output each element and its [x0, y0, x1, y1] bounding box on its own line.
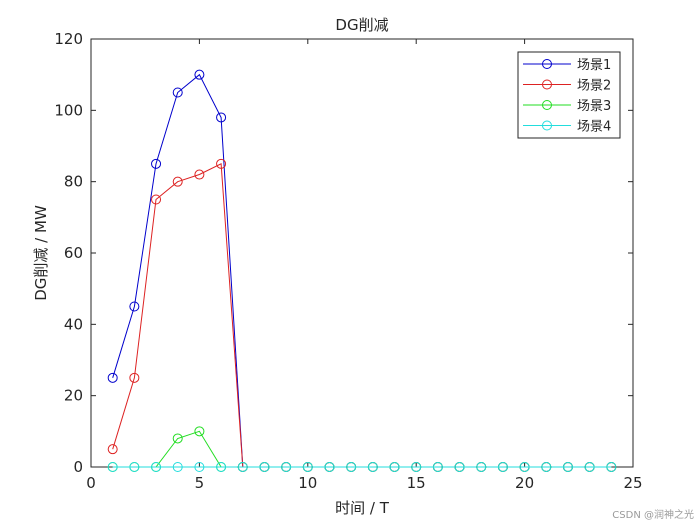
x-axis-label: 时间 / T [335, 499, 390, 517]
data-point-series-4 [389, 462, 400, 472]
data-point-series-1 [107, 372, 118, 383]
data-point-series-4 [562, 462, 573, 472]
legend-label-1: 场景1 [577, 58, 611, 73]
data-point-series-4 [151, 462, 162, 472]
x-tick-label: 25 [623, 474, 642, 492]
watermark: CSDN @润神之光 [612, 510, 694, 521]
data-point-series-4 [584, 462, 595, 472]
data-point-series-1 [151, 158, 162, 169]
data-point-series-2 [151, 194, 162, 205]
data-point-series-4 [302, 462, 313, 472]
data-point-series-4 [129, 462, 140, 472]
data-point-series-4 [194, 462, 205, 472]
data-point-series-1 [172, 87, 183, 98]
legend-label-3: 场景3 [577, 99, 611, 114]
legend-box [517, 51, 621, 139]
data-point-series-4 [476, 462, 487, 472]
legend-marker-2 [542, 79, 552, 90]
data-point-series-4 [281, 462, 292, 472]
chart-title: DG削减 [335, 16, 388, 34]
x-tick-label: 5 [195, 474, 205, 492]
data-point-series-2 [216, 158, 227, 169]
data-point-series-4 [216, 462, 227, 472]
data-point-series-4 [519, 462, 530, 472]
x-tick-label: 15 [407, 474, 426, 492]
y-tick-label: 60 [64, 244, 83, 262]
x-tick-label: 0 [86, 474, 96, 492]
data-point-series-2 [107, 444, 118, 455]
data-point-series-1 [216, 112, 227, 123]
data-point-series-2 [172, 176, 183, 187]
y-tick-label: 100 [54, 101, 83, 119]
x-tick-label: 20 [515, 474, 534, 492]
data-point-series-3 [172, 433, 183, 444]
series-markers [107, 69, 617, 472]
data-point-series-4 [237, 462, 248, 472]
legend: 场景1 场景2 场景3 场景4 [517, 51, 621, 139]
data-point-series-4 [497, 462, 508, 472]
data-point-series-4 [432, 462, 443, 472]
data-point-series-4 [454, 462, 465, 472]
data-point-series-2 [129, 372, 140, 383]
data-point-series-1 [129, 301, 140, 312]
data-point-series-4 [367, 462, 378, 472]
data-point-series-4 [107, 462, 118, 472]
data-point-series-4 [541, 462, 552, 472]
data-point-series-4 [172, 462, 183, 472]
data-point-series-1 [194, 69, 205, 80]
y-tick-label: 20 [64, 387, 83, 405]
data-point-series-4 [346, 462, 357, 472]
x-tick-label: 10 [298, 474, 317, 492]
data-point-series-3 [194, 426, 205, 437]
y-tick-label: 0 [73, 458, 83, 476]
y-axis-label: DG削减 / MW [32, 205, 50, 301]
legend-marker-4 [542, 120, 552, 131]
legend-label-4: 场景4 [577, 120, 611, 135]
legend-label-2: 场景2 [577, 79, 611, 94]
y-tick-label: 40 [64, 315, 83, 333]
axis-ticks: 0 5 10 15 20 25 0 20 40 60 80 100 120 [54, 30, 642, 492]
data-point-series-4 [259, 462, 270, 472]
data-point-series-4 [324, 462, 335, 472]
legend-marker-3 [542, 100, 552, 110]
data-point-series-4 [606, 462, 617, 472]
y-tick-label: 80 [64, 173, 83, 191]
data-point-series-4 [411, 462, 422, 472]
legend-marker-1 [542, 59, 552, 69]
data-point-series-2 [194, 169, 205, 180]
y-tick-label: 120 [54, 30, 83, 48]
